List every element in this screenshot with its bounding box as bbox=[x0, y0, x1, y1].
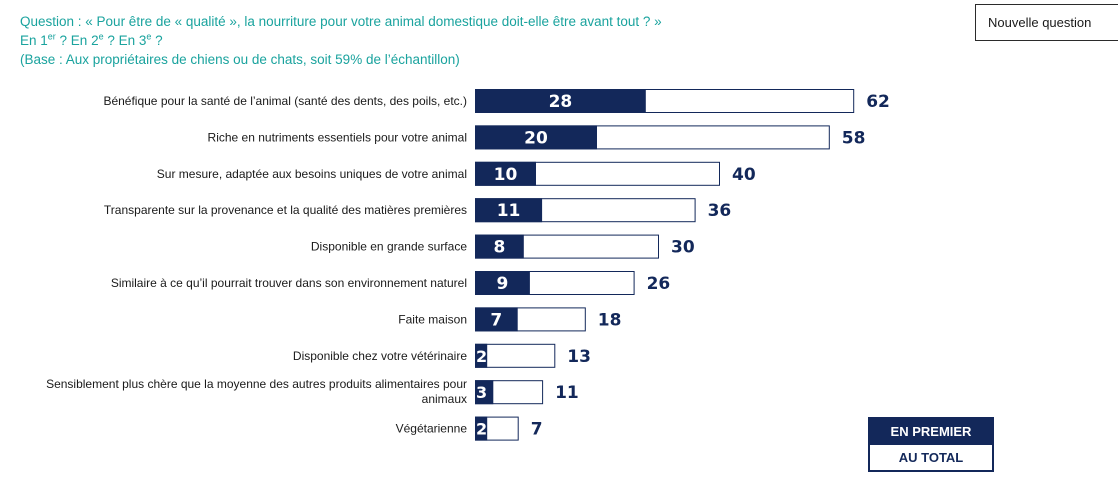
rank-2-sup: e bbox=[98, 31, 104, 42]
bar-first bbox=[475, 380, 494, 405]
value-label-first: 2 bbox=[476, 347, 487, 366]
rank-1-text: En 1 bbox=[20, 33, 48, 48]
bar-first bbox=[475, 271, 530, 295]
bar-first bbox=[475, 161, 536, 186]
value-label-total: 11 bbox=[555, 383, 579, 403]
rank-end-text: ? bbox=[151, 33, 163, 48]
legend-first: EN PREMIER bbox=[870, 419, 992, 445]
category-label: Disponible chez votre vétérinaire bbox=[293, 349, 467, 363]
value-label-first: 20 bbox=[524, 128, 548, 148]
bar-total bbox=[475, 343, 556, 368]
value-label-total: 18 bbox=[598, 310, 622, 330]
value-label-first: 9 bbox=[497, 274, 509, 294]
category-label: Similaire à ce qu’il pourrait trouver da… bbox=[111, 276, 467, 290]
bar-first bbox=[475, 307, 518, 332]
new-question-button[interactable]: Nouvelle question bbox=[975, 4, 1118, 41]
rank-3-text: ? En 3 bbox=[103, 33, 147, 48]
value-label-total: 62 bbox=[866, 92, 890, 112]
bar-first bbox=[475, 234, 524, 259]
rank-question: En 1er ? En 2e ? En 3e ? bbox=[20, 31, 662, 50]
bar-first bbox=[475, 343, 488, 368]
category-label: Riche en nutriments essentiels pour votr… bbox=[208, 130, 467, 144]
value-label-first: 10 bbox=[494, 165, 518, 185]
value-label-total: 13 bbox=[567, 347, 591, 367]
value-label-total: 40 bbox=[732, 165, 756, 185]
category-label: Sensiblement plus chère que la moyenne d… bbox=[46, 377, 467, 406]
bar-first bbox=[475, 416, 488, 441]
legend-total: AU TOTAL bbox=[870, 445, 992, 470]
bar-first bbox=[475, 125, 597, 150]
category-label: Disponible en grande surface bbox=[311, 240, 467, 254]
value-label-total: 36 bbox=[708, 201, 732, 221]
category-label: Sur mesure, adaptée aux besoins uniques … bbox=[157, 167, 467, 181]
question-text: Question : « Pour être de « qualité », l… bbox=[20, 14, 662, 29]
value-label-total: 58 bbox=[842, 128, 866, 148]
bar-first bbox=[475, 89, 646, 113]
value-label-first: 8 bbox=[493, 238, 505, 258]
category-label: Faite maison bbox=[398, 312, 467, 326]
value-label-total: 7 bbox=[531, 420, 543, 440]
value-label-first: 28 bbox=[549, 92, 573, 112]
value-label-first: 3 bbox=[476, 383, 487, 402]
base-text: (Base : Aux propriétaires de chiens ou d… bbox=[20, 52, 460, 67]
question-header: Question : « Pour être de « qualité », l… bbox=[20, 12, 662, 69]
bar-first bbox=[475, 198, 543, 223]
value-label-first: 2 bbox=[476, 420, 487, 439]
category-label: Transparente sur la provenance et la qua… bbox=[104, 203, 467, 217]
value-label-total: 26 bbox=[647, 274, 671, 294]
value-label-first: 7 bbox=[490, 310, 502, 330]
value-label-first: 11 bbox=[497, 201, 521, 221]
category-label: Bénéfique pour la santé de l’animal (san… bbox=[103, 94, 467, 108]
rank-1-sup: er bbox=[47, 31, 56, 42]
chart-legend: EN PREMIER AU TOTAL bbox=[868, 417, 994, 472]
rank-3-sup: e bbox=[146, 31, 152, 42]
category-label: Végétarienne bbox=[396, 422, 468, 436]
rank-2-text: ? En 2 bbox=[55, 33, 99, 48]
value-label-total: 30 bbox=[671, 238, 695, 258]
